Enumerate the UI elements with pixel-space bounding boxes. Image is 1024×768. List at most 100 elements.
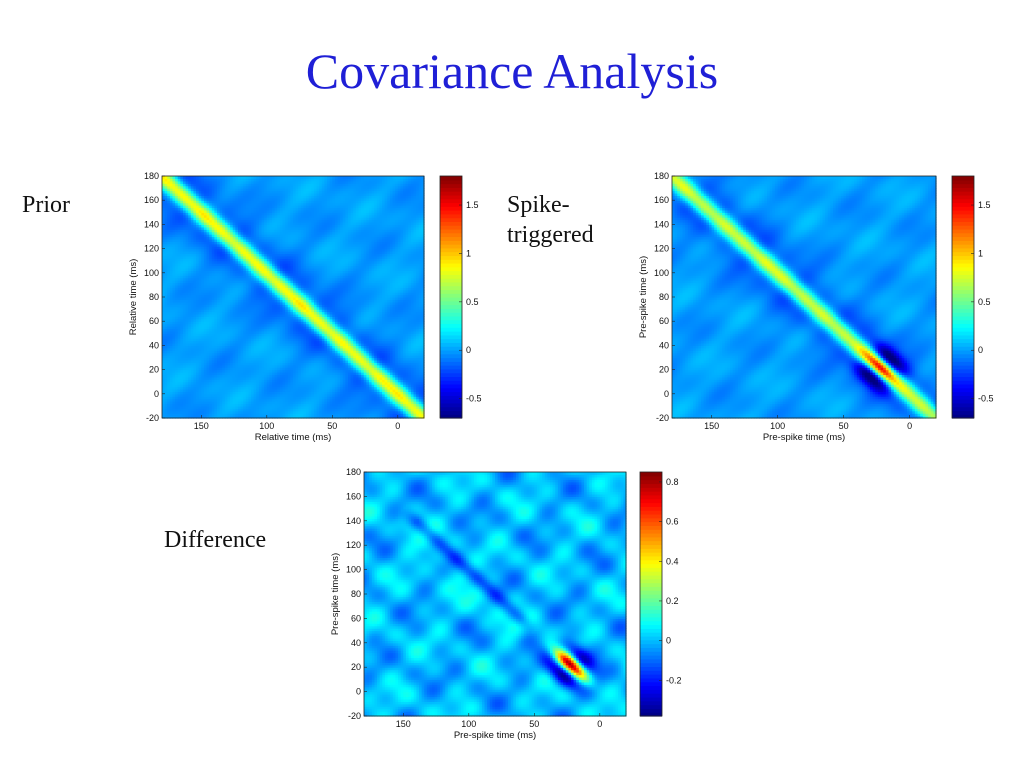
heatmap-cell: [185, 306, 189, 310]
heatmap-cell: [185, 355, 189, 359]
heatmap-cell: [177, 304, 181, 308]
heatmap-cell: [188, 280, 192, 284]
heatmap-cell: [164, 176, 168, 180]
heatmap-cell: [237, 183, 242, 187]
heatmap-cell: [279, 335, 284, 339]
heatmap-cell: [201, 209, 205, 213]
heatmap-cell: [245, 190, 250, 194]
heatmap-cell: [235, 205, 239, 209]
heatmap-cell: [182, 330, 187, 334]
heatmap-cell: [285, 234, 289, 238]
heatmap-cell: [172, 282, 176, 286]
heatmap-cell: [190, 183, 195, 187]
heatmap-cell: [169, 287, 174, 291]
heatmap-cell: [258, 388, 263, 392]
heatmap-cell: [222, 190, 226, 194]
heatmap-cell: [206, 292, 210, 296]
heatmap-cell: [185, 326, 189, 330]
heatmap-cell: [235, 180, 239, 184]
heatmap-cell: [211, 219, 215, 223]
heatmap-cell: [219, 316, 223, 320]
heatmap-cell: [224, 248, 229, 252]
heatmap-cell: [217, 277, 221, 281]
heatmap-cell: [253, 301, 257, 305]
heatmap-cell: [261, 297, 265, 301]
heatmap-cell: [282, 205, 286, 209]
heatmap-cell: [243, 197, 247, 201]
heatmap-cell: [269, 326, 273, 330]
heatmap-cell: [162, 340, 166, 344]
heatmap-cell: [230, 403, 234, 407]
heatmap-cell: [196, 403, 200, 407]
heatmap-cell: [185, 405, 189, 409]
heatmap-cell: [277, 367, 281, 371]
heatmap-cell: [282, 226, 286, 230]
heatmap-cell: [167, 301, 171, 305]
heatmap-cell: [180, 217, 184, 221]
heatmap-cell: [196, 408, 200, 412]
heatmap-cell: [266, 342, 271, 346]
heatmap-cell: [235, 340, 239, 344]
heatmap-cell: [279, 345, 284, 349]
heatmap-cell: [240, 207, 244, 211]
heatmap-cell: [169, 388, 174, 392]
heatmap-cell: [172, 338, 176, 342]
heatmap-cell: [269, 246, 273, 250]
heatmap-cell: [261, 284, 265, 288]
heatmap-cell: [240, 265, 244, 269]
heatmap-cell: [282, 200, 286, 204]
heatmap-cell: [290, 209, 294, 213]
heatmap-cell: [266, 299, 271, 303]
heatmap-cell: [211, 248, 215, 252]
heatmap-cell: [285, 347, 289, 351]
heatmap-cell: [214, 195, 218, 199]
heatmap-cell: [193, 405, 197, 409]
heatmap-cell: [279, 330, 284, 334]
heatmap-cell: [185, 280, 189, 284]
heatmap-cell: [285, 364, 289, 368]
heatmap-cell: [198, 289, 202, 293]
heatmap-cell: [243, 185, 247, 189]
heatmap-cell: [206, 342, 210, 346]
heatmap-cell: [193, 226, 197, 230]
heatmap-cell: [196, 263, 200, 267]
heatmap-cell: [287, 238, 291, 242]
heatmap-cell: [203, 359, 208, 363]
heatmap-cell: [269, 323, 273, 327]
heatmap-cell: [222, 386, 226, 390]
heatmap-cell: [175, 297, 179, 301]
heatmap-cell: [287, 260, 291, 264]
prior-label: Prior: [22, 190, 70, 220]
heatmap-cell: [219, 405, 223, 409]
heatmap-cell: [177, 401, 181, 405]
heatmap-cell: [266, 267, 271, 271]
heatmap-cell: [245, 401, 250, 405]
heatmap-cell: [180, 212, 184, 216]
heatmap-cell: [230, 330, 234, 334]
heatmap-cell: [269, 386, 273, 390]
heatmap-cell: [198, 391, 202, 395]
heatmap-cell: [269, 398, 273, 402]
heatmap-cell: [164, 313, 168, 317]
heatmap-cell: [258, 284, 263, 288]
heatmap-cell: [211, 388, 215, 392]
heatmap-cell: [282, 381, 286, 385]
heatmap-cell: [222, 309, 226, 313]
heatmap-cell: [274, 330, 278, 334]
heatmap-cell: [196, 362, 200, 366]
heatmap-cell: [219, 374, 223, 378]
heatmap-cell: [269, 236, 273, 240]
heatmap-cell: [248, 238, 252, 242]
heatmap-cell: [261, 200, 265, 204]
heatmap-cell: [182, 306, 187, 310]
heatmap-cell: [167, 405, 171, 409]
heatmap-cell: [287, 316, 291, 320]
heatmap-cell: [277, 217, 281, 221]
heatmap-cell: [177, 391, 181, 395]
heatmap-cell: [277, 413, 281, 417]
heatmap-cell: [185, 224, 189, 228]
heatmap-cell: [264, 221, 268, 225]
heatmap-cell: [214, 304, 218, 308]
heatmap-cell: [190, 265, 195, 269]
heatmap-cell: [256, 200, 260, 204]
